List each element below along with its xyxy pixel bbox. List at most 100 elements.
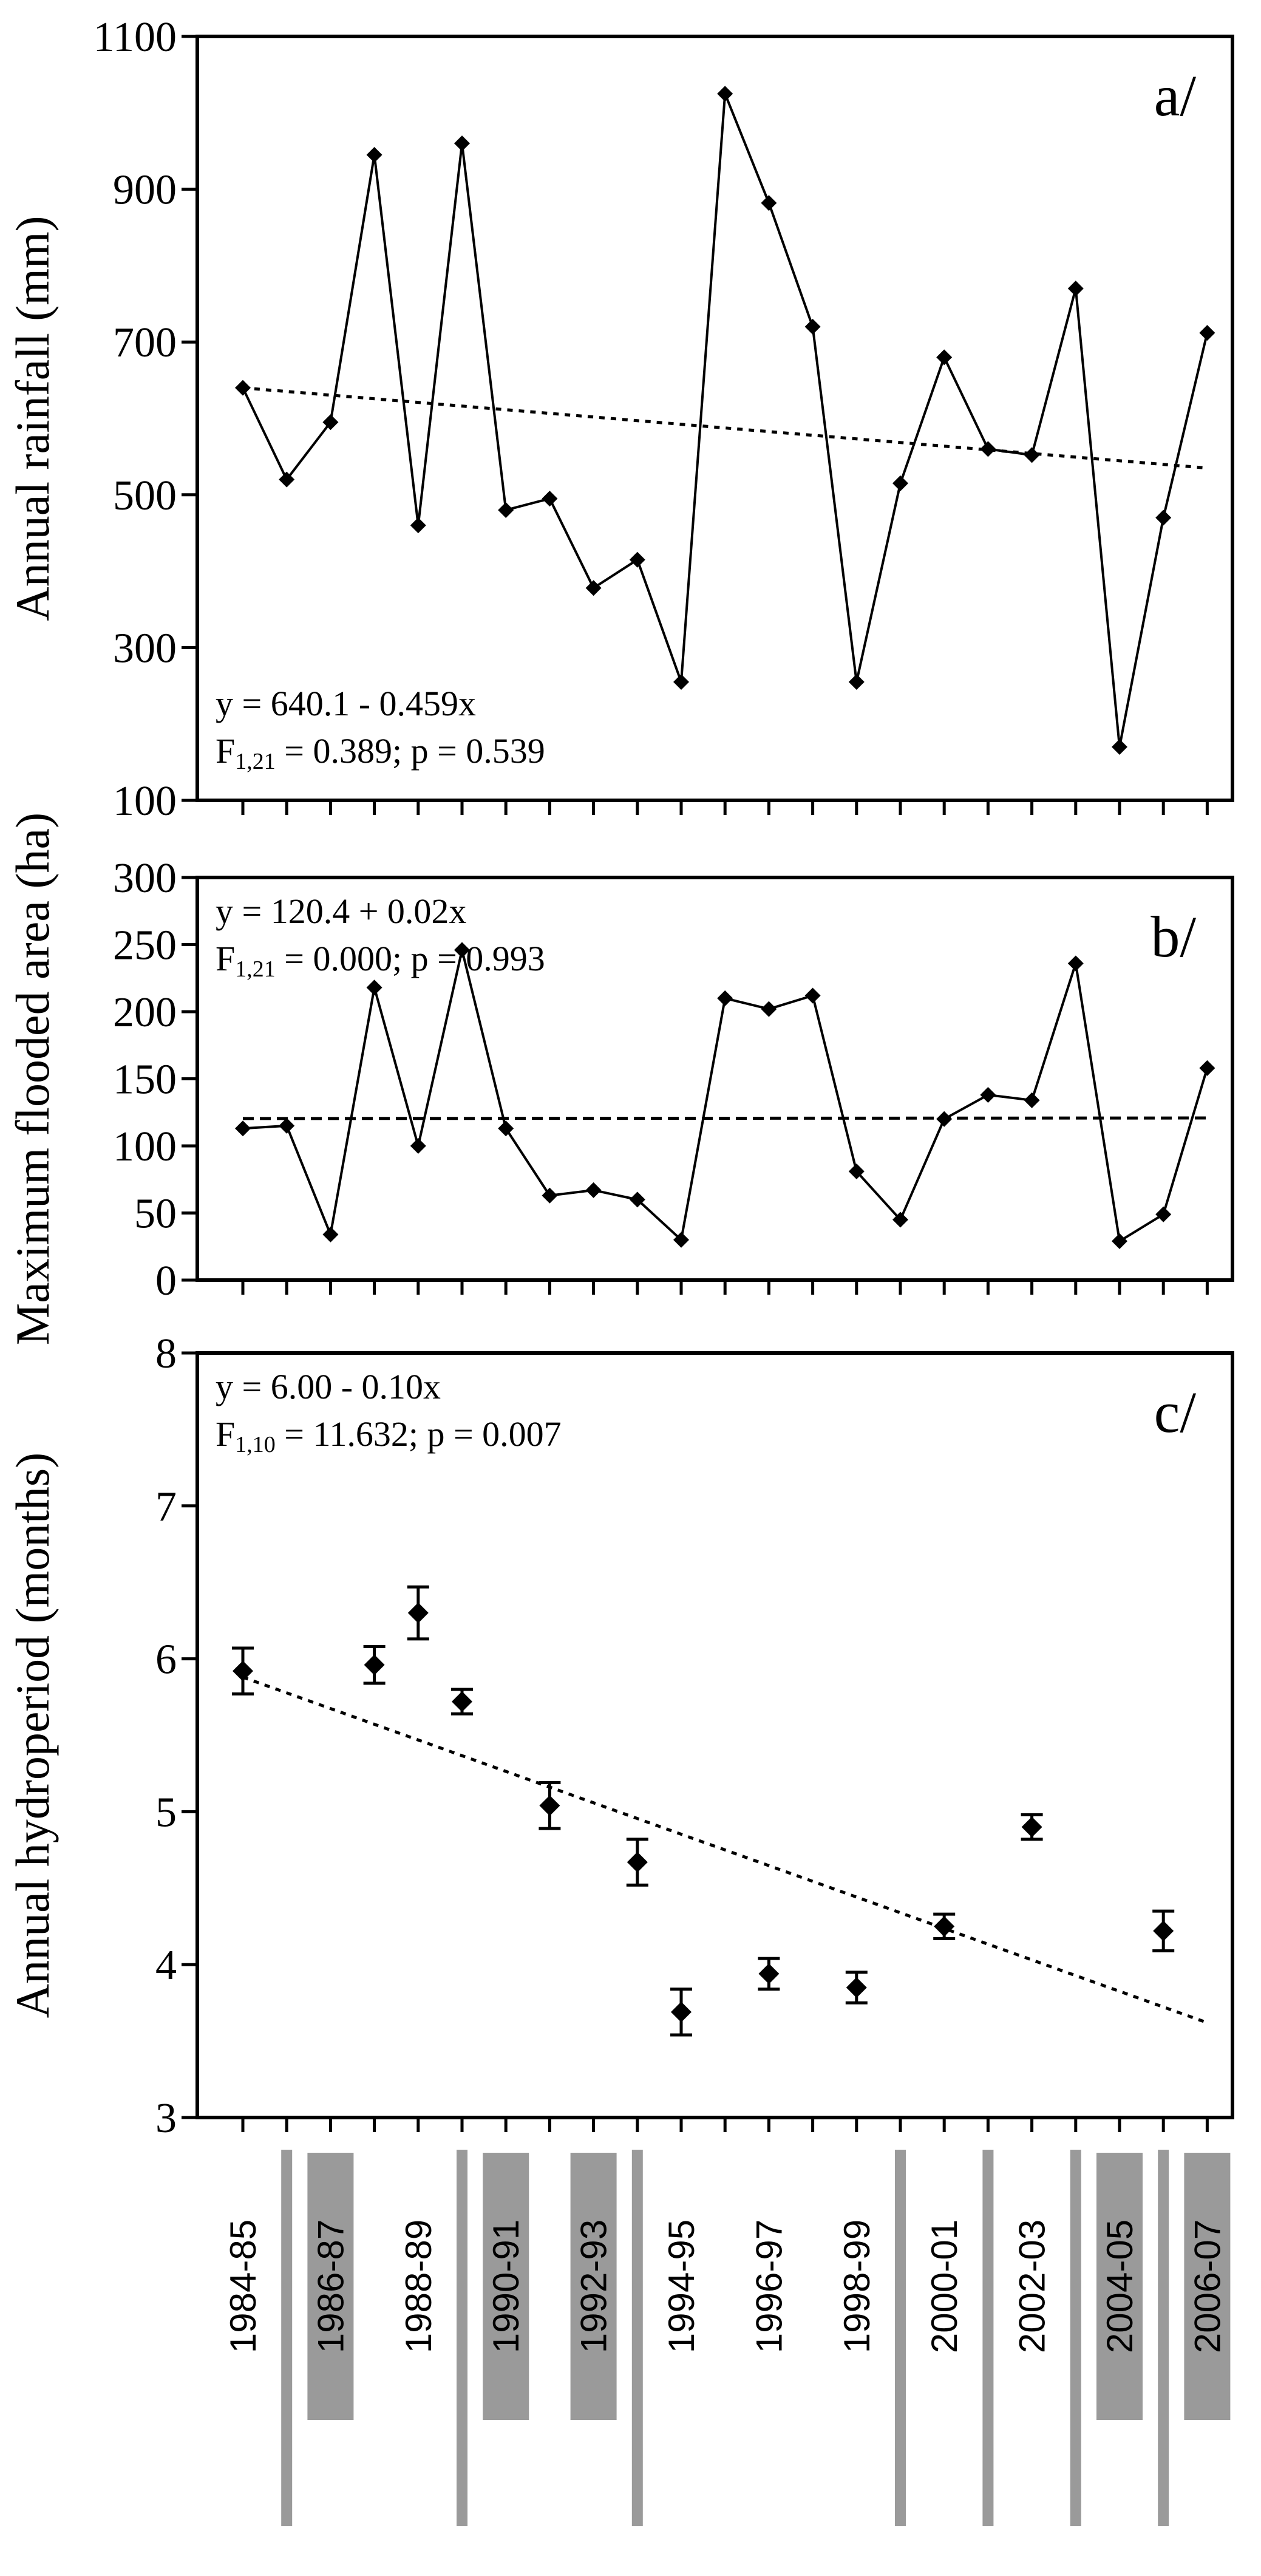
panel-c-y-axis-title: Annual hydroperiod (months) — [6, 1453, 59, 2019]
season-separator-bar — [982, 2150, 994, 2526]
x-tick-label: 1994-95 — [661, 2220, 702, 2353]
panel-c-point — [407, 1603, 429, 1624]
panel-b-ytick-label: 100 — [113, 1123, 177, 1170]
panel-b-point — [761, 1001, 777, 1017]
panel-b-point — [717, 990, 733, 1006]
panel-c-point — [758, 1963, 780, 1985]
panel-b-point — [1112, 1233, 1127, 1249]
season-label-highlight — [570, 2153, 617, 2420]
panel-a-label: a/ — [1154, 63, 1197, 128]
x-tick-label: 2002-03 — [1012, 2220, 1053, 2353]
panel-b-point — [454, 942, 470, 958]
panel-c-frame — [195, 1351, 1234, 2119]
panel-c-ytick-label: 6 — [155, 1637, 177, 1683]
panel-a-point — [279, 471, 295, 488]
panel-a-series-line — [242, 93, 1209, 748]
panel-a-y-axis-title: Annual rainfall (mm) — [6, 216, 59, 621]
x-tick-label: 2006-07 — [1187, 2220, 1228, 2353]
panel-a-point — [585, 580, 602, 596]
panel-b-point — [279, 1117, 295, 1134]
panel-b-point — [804, 987, 821, 1004]
panel-c-ytick-label: 5 — [155, 1789, 177, 1836]
panel-c-point — [233, 1660, 253, 1682]
panel-c-label: c/ — [1154, 1380, 1197, 1445]
panel-c-point — [364, 1654, 385, 1675]
panel-b-point — [1199, 1060, 1215, 1076]
panel-a-trend-line — [242, 386, 1208, 470]
x-tick-label: 1984-85 — [223, 2220, 263, 2353]
panel-b-point — [848, 1163, 865, 1179]
panel-a-ytick-label: 300 — [113, 625, 177, 672]
panel-a-ytick-label: 900 — [113, 167, 177, 214]
panel-c-ytick-label: 8 — [155, 1331, 177, 1377]
x-tick-label: 1998-99 — [837, 2220, 877, 2353]
season-separator-bar — [631, 2150, 643, 2526]
panel-c-point — [846, 1977, 867, 1998]
panel-b-point — [1067, 955, 1084, 972]
panel-b-point — [673, 1232, 689, 1248]
panel-a-point — [542, 491, 558, 507]
panel-c-ytick-label: 7 — [155, 1484, 177, 1530]
panel-b-point — [629, 1191, 645, 1208]
panel-a-point — [892, 475, 908, 491]
season-label-highlight — [1096, 2153, 1143, 2420]
panel-b-point — [1024, 1092, 1040, 1108]
panel-b-point — [936, 1111, 953, 1127]
panel-a-point — [980, 441, 996, 457]
panel-b-ytick-label: 250 — [113, 922, 177, 969]
panel-c-statistics: F1,10 = 11.632; p = 0.007 — [216, 1414, 562, 1457]
panel-b-point — [1155, 1206, 1172, 1222]
season-separator-bar — [1158, 2150, 1169, 2526]
x-tick-label: 1992-93 — [574, 2220, 614, 2353]
panel-a-ytick-label: 700 — [113, 319, 177, 366]
panel-a-statistics: F1,21 = 0.389; p = 0.539 — [216, 731, 545, 774]
panel-a-point — [454, 135, 470, 152]
season-label-highlight — [1184, 2153, 1231, 2420]
panel-c-point — [539, 1795, 560, 1816]
panel-b-label: b/ — [1151, 904, 1196, 969]
panel-c-equation: y = 6.00 - 0.10x — [216, 1367, 441, 1406]
panel-a-point — [629, 551, 645, 568]
panel-b-ytick-label: 300 — [113, 855, 177, 902]
season-separator-bar — [457, 2150, 467, 2526]
panel-b-frame — [195, 876, 1234, 1282]
x-tick-label: 1986-87 — [310, 2220, 351, 2353]
season-separator-bar — [895, 2150, 906, 2526]
panel-b-ytick-label: 150 — [113, 1057, 177, 1103]
x-tick-label: 2000-01 — [924, 2220, 965, 2353]
panel-c-ytick-label: 3 — [155, 2095, 177, 2142]
x-tick-label: 1988-89 — [398, 2220, 439, 2353]
panel-b-point — [980, 1087, 996, 1103]
panel-c-point — [1021, 1816, 1042, 1838]
panel-b-point — [585, 1182, 602, 1198]
panel-c-point — [452, 1691, 472, 1712]
panel-c-ytick-label: 4 — [155, 1942, 177, 1989]
panel-b-ytick-label: 0 — [155, 1258, 177, 1304]
panel-b-equation: y = 120.4 + 0.02x — [216, 891, 466, 931]
panel-a-point — [673, 674, 689, 690]
panel-b-point — [366, 980, 382, 996]
panel-b-point — [892, 1211, 908, 1228]
panel-a-point — [936, 349, 953, 366]
season-label-highlight — [307, 2153, 354, 2420]
panel-a-point — [848, 674, 865, 690]
panel-b-y-axis-title: Maximum flooded area (ha) — [6, 813, 59, 1345]
panel-a-point — [1155, 509, 1172, 526]
x-tick-label: 2004-05 — [1100, 2220, 1140, 2353]
panel-b-point — [542, 1187, 558, 1204]
panel-c-point — [1153, 1920, 1174, 1941]
panel-c-point — [671, 2002, 692, 2023]
panel-a-point — [366, 146, 382, 163]
panel-a-point — [498, 502, 514, 518]
panel-c-point — [934, 1916, 955, 1937]
panel-a-point — [1199, 325, 1215, 341]
panel-a-ytick-label: 1100 — [93, 14, 177, 61]
x-tick-label: 1990-91 — [486, 2220, 526, 2353]
panel-a-point — [717, 86, 733, 102]
panel-c-trend-line — [242, 1675, 1208, 2025]
panel-a-point — [1067, 281, 1084, 297]
panel-b-point — [235, 1120, 251, 1137]
panel-b-statistics: F1,21 = 0.000; p = 0.993 — [216, 939, 545, 982]
